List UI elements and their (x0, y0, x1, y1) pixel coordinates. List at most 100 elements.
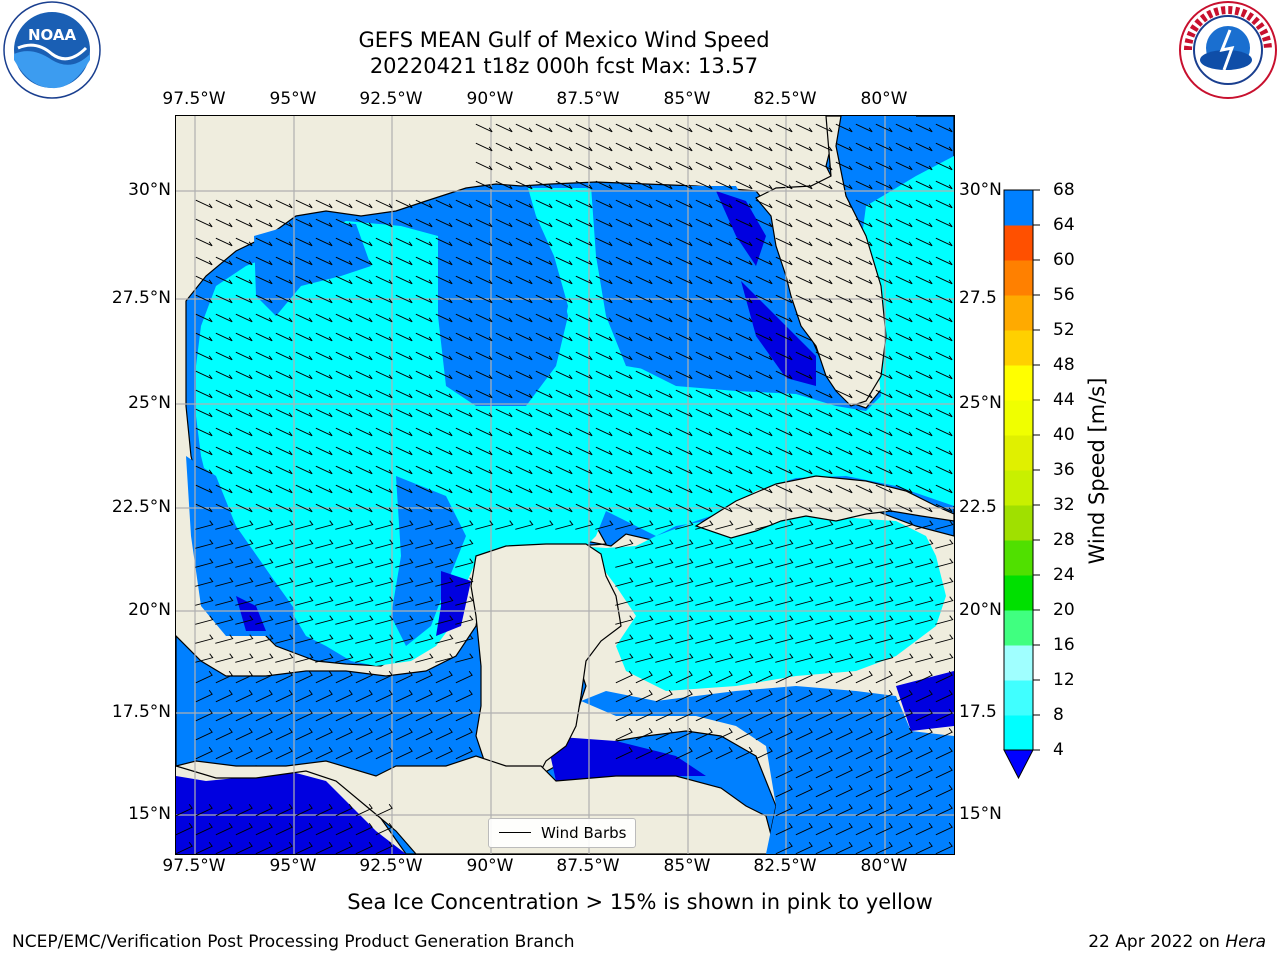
wind-barb (495, 484, 513, 494)
wind-barb (176, 841, 193, 854)
wind-barb (775, 822, 793, 836)
wind-barb (415, 237, 433, 247)
wind-barb (795, 237, 813, 247)
wind-barb (915, 408, 933, 418)
wind-barb (495, 351, 513, 361)
wind-barb (535, 218, 553, 228)
wind-barb (215, 503, 233, 513)
wind-barb (295, 577, 314, 587)
wind-barb (615, 558, 634, 568)
wind-barb (615, 142, 633, 152)
wind-barb (435, 370, 453, 380)
wind-barb (675, 465, 693, 475)
wind-barb (415, 484, 433, 494)
wind-barb (415, 596, 434, 606)
lat-tick-left: 20°N (128, 600, 171, 620)
lat-tick-right: 20°N (959, 600, 1002, 620)
wind-barb (695, 746, 713, 760)
wind-barb (855, 577, 874, 587)
wind-barb (835, 822, 853, 836)
wind-barb (675, 275, 693, 285)
wind-barb (355, 389, 373, 399)
wind-barb (335, 746, 353, 760)
wind-barb (435, 256, 453, 266)
wind-barb (515, 427, 533, 437)
wind-barb (215, 446, 233, 456)
wind-barb (375, 237, 393, 247)
wind-barb (555, 123, 573, 133)
wind-barb (755, 389, 773, 399)
wind-barb (415, 389, 433, 399)
wind-barb (755, 332, 773, 342)
wind-barb (475, 123, 493, 133)
lat-tick-right: 27.5 (959, 288, 997, 308)
wind-barb (915, 199, 933, 209)
wind-barb (315, 577, 334, 587)
wind-barb (795, 389, 813, 399)
colorbar-tick: 40 (1053, 425, 1075, 445)
wind-barb (755, 653, 774, 663)
wind-barb (875, 484, 893, 494)
wind-barb (935, 689, 953, 703)
wind-barb (595, 520, 614, 530)
wind-barb (735, 161, 753, 171)
wind-barb (455, 199, 473, 209)
wind-barb (575, 351, 593, 361)
wind-barb (395, 596, 414, 606)
wind-barb (215, 841, 233, 854)
wind-barb (735, 142, 753, 152)
wind-barb (895, 539, 914, 549)
wind-barb (675, 199, 693, 209)
wind-barb (635, 653, 654, 663)
wind-barb (795, 653, 814, 663)
wind-barb (275, 351, 293, 361)
wind-barb (575, 237, 593, 247)
wind-barb (895, 484, 913, 494)
wind-barb (855, 465, 873, 475)
wind-barb (875, 577, 894, 587)
wind-barb (555, 389, 573, 399)
wind-barb (675, 237, 693, 247)
wind-barb (315, 446, 333, 456)
colorbar-segment (1004, 260, 1033, 296)
wind-barb (815, 689, 833, 703)
wind-barb (375, 408, 393, 418)
wind-barb (875, 822, 893, 836)
colorbar-segment (1004, 190, 1033, 226)
wind-barb (555, 351, 573, 361)
wind-barb (835, 670, 853, 684)
wind-barb (435, 484, 453, 494)
wind-barb (895, 332, 913, 342)
wind-barb (715, 727, 733, 741)
wind-barb (375, 596, 394, 606)
wind-barb (655, 218, 673, 228)
wind-barb (415, 370, 433, 380)
wind-barb (675, 708, 693, 722)
wind-barb (675, 313, 693, 323)
wind-barb (675, 503, 693, 513)
wind-barb (615, 746, 633, 760)
wind-barb (855, 199, 873, 209)
wind-barb (695, 653, 714, 663)
wind-barb (835, 275, 853, 285)
wind-barb (215, 634, 234, 644)
wind-barb (635, 746, 653, 760)
wind-barb (895, 670, 913, 684)
wind-barb (795, 294, 813, 304)
wind-barb (195, 520, 214, 530)
colorbar-tick: 24 (1053, 565, 1075, 585)
blue-wind-region (391, 476, 466, 646)
wind-barb (335, 634, 354, 644)
wind-barb (375, 746, 393, 760)
wind-barb (215, 237, 233, 247)
wind-barb (875, 765, 893, 779)
wind-barb (495, 446, 513, 456)
wind-barb (575, 332, 593, 342)
wind-barb (815, 822, 833, 836)
wind-barb (355, 294, 373, 304)
wind-barb (295, 484, 313, 494)
wind-barb (815, 708, 833, 722)
colorbar (1003, 189, 1040, 780)
wind-barb (755, 199, 773, 209)
wind-barb (935, 408, 953, 418)
